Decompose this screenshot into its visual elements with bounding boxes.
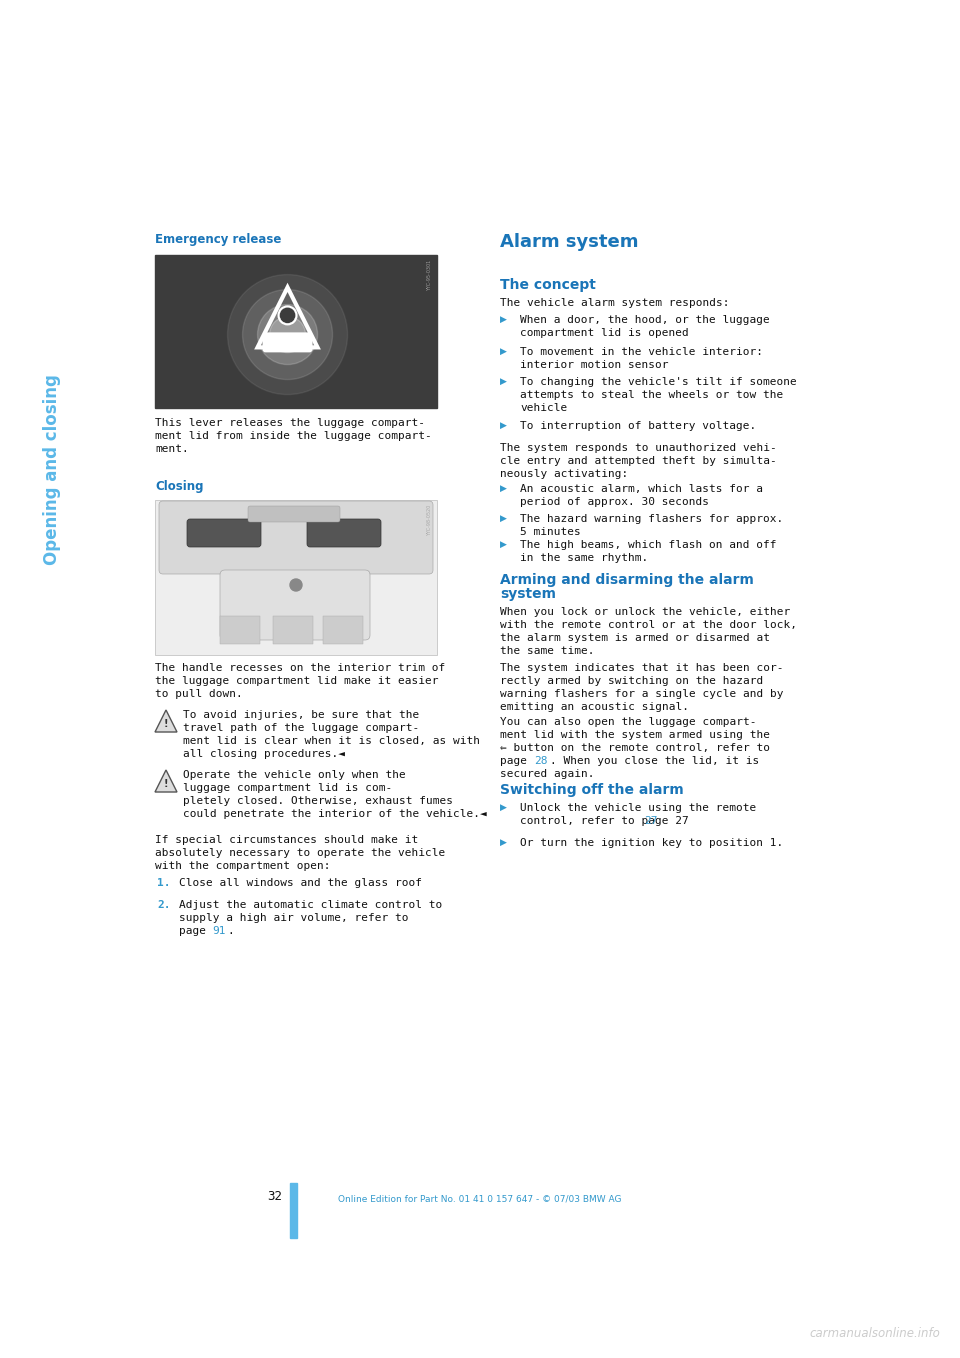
Text: ▶: ▶ (500, 540, 507, 549)
Text: with the compartment open:: with the compartment open: (155, 861, 330, 870)
Text: Close all windows and the glass roof: Close all windows and the glass roof (179, 879, 422, 888)
Text: pletely closed. Otherwise, exhaust fumes: pletely closed. Otherwise, exhaust fumes (183, 796, 453, 807)
Bar (155, 500, 437, 655)
Text: Opening and closing: Opening and closing (43, 375, 61, 565)
Text: If special circumstances should make it: If special circumstances should make it (155, 835, 419, 845)
Circle shape (228, 274, 348, 395)
Text: To changing the vehicle's tilt if someone
attempts to steal the wheels or tow th: To changing the vehicle's tilt if someon… (520, 378, 797, 413)
Text: The hazard warning flashers for approx.
5 minutes: The hazard warning flashers for approx. … (520, 513, 783, 536)
Circle shape (270, 316, 305, 353)
Polygon shape (155, 770, 177, 792)
Text: the luggage compartment lid make it easier: the luggage compartment lid make it easi… (155, 676, 439, 686)
Text: . When you close the lid, it is: . When you close the lid, it is (550, 756, 759, 766)
Text: ▶: ▶ (500, 421, 507, 430)
Text: cle entry and attempted theft by simulta-: cle entry and attempted theft by simulta… (500, 456, 777, 466)
Text: to pull down.: to pull down. (155, 689, 243, 699)
Text: absolutely necessary to operate the vehicle: absolutely necessary to operate the vehi… (155, 847, 445, 858)
Text: When you lock or unlock the vehicle, either: When you lock or unlock the vehicle, eit… (500, 607, 790, 617)
Text: ▶: ▶ (500, 315, 507, 325)
Circle shape (290, 579, 302, 591)
Text: !: ! (164, 778, 168, 789)
Text: neously activating:: neously activating: (500, 469, 628, 479)
Text: Unlock the vehicle using the remote
control, refer to page 27: Unlock the vehicle using the remote cont… (520, 803, 756, 826)
Text: 32: 32 (267, 1190, 282, 1203)
Text: warning flashers for a single cycle and by: warning flashers for a single cycle and … (500, 689, 783, 699)
FancyBboxPatch shape (307, 519, 381, 547)
Text: Switching off the alarm: Switching off the alarm (500, 784, 684, 797)
Circle shape (243, 289, 332, 379)
Text: ment lid with the system armed using the: ment lid with the system armed using the (500, 731, 770, 740)
Text: ▶: ▶ (500, 378, 507, 386)
Text: system: system (500, 587, 556, 602)
Text: could penetrate the interior of the vehicle.◄: could penetrate the interior of the vehi… (183, 809, 487, 819)
Text: .: . (227, 926, 233, 936)
Text: luggage compartment lid is com-: luggage compartment lid is com- (183, 784, 393, 793)
Text: page: page (500, 756, 534, 766)
Text: with the remote control or at the door lock,: with the remote control or at the door l… (500, 621, 797, 630)
FancyBboxPatch shape (159, 501, 433, 574)
Text: emitting an acoustic signal.: emitting an acoustic signal. (500, 702, 689, 712)
Text: the same time.: the same time. (500, 646, 594, 656)
Text: ▶: ▶ (500, 348, 507, 356)
Text: YYC-98-0520: YYC-98-0520 (427, 505, 432, 536)
Text: Alarm system: Alarm system (500, 234, 638, 251)
Text: 91: 91 (212, 926, 226, 936)
Polygon shape (155, 710, 177, 732)
Circle shape (280, 308, 295, 322)
Text: When a door, the hood, or the luggage
compartment lid is opened: When a door, the hood, or the luggage co… (520, 315, 770, 338)
Text: 1.: 1. (157, 879, 171, 888)
Bar (323, 617, 363, 644)
Text: Emergency release: Emergency release (155, 234, 281, 246)
FancyBboxPatch shape (187, 519, 261, 547)
Bar (220, 617, 260, 644)
Text: the alarm system is armed or disarmed at: the alarm system is armed or disarmed at (500, 633, 770, 642)
Text: The system responds to unauthorized vehi-: The system responds to unauthorized vehi… (500, 443, 777, 454)
Text: !: ! (164, 718, 168, 729)
Text: all closing procedures.◄: all closing procedures.◄ (183, 750, 345, 759)
Text: To movement in the vehicle interior:
interior motion sensor: To movement in the vehicle interior: int… (520, 348, 763, 369)
Text: 2.: 2. (157, 900, 171, 910)
Text: ment lid is clear when it is closed, as with: ment lid is clear when it is closed, as … (183, 736, 480, 746)
Text: ▶: ▶ (500, 513, 507, 523)
Text: The handle recesses on the interior trim of: The handle recesses on the interior trim… (155, 663, 445, 674)
Text: carmanualsonline.info: carmanualsonline.info (809, 1327, 940, 1340)
Text: To interruption of battery voltage.: To interruption of battery voltage. (520, 421, 756, 430)
Text: ▶: ▶ (500, 483, 507, 493)
FancyBboxPatch shape (262, 333, 313, 352)
Text: Adjust the automatic climate control to: Adjust the automatic climate control to (179, 900, 443, 910)
Text: To avoid injuries, be sure that the: To avoid injuries, be sure that the (183, 710, 420, 720)
Text: Closing: Closing (155, 479, 204, 493)
Text: ment lid from inside the luggage compart-: ment lid from inside the luggage compart… (155, 430, 432, 441)
Text: This lever releases the luggage compart-: This lever releases the luggage compart- (155, 418, 425, 428)
Text: An acoustic alarm, which lasts for a
period of approx. 30 seconds: An acoustic alarm, which lasts for a per… (520, 483, 763, 507)
Text: secured again.: secured again. (500, 769, 594, 779)
Text: travel path of the luggage compart-: travel path of the luggage compart- (183, 722, 420, 733)
Text: Operate the vehicle only when the: Operate the vehicle only when the (183, 770, 406, 779)
Text: Online Edition for Part No. 01 41 0 157 647 - © 07/03 BMW AG: Online Edition for Part No. 01 41 0 157 … (338, 1195, 622, 1205)
Text: ⇐ button on the remote control, refer to: ⇐ button on the remote control, refer to (500, 743, 770, 752)
Bar (273, 617, 313, 644)
Text: You can also open the luggage compart-: You can also open the luggage compart- (500, 717, 756, 727)
Text: 27: 27 (644, 816, 658, 826)
Text: ▶: ▶ (500, 803, 507, 812)
Bar (155, 255, 437, 407)
Text: Or turn the ignition key to position 1.: Or turn the ignition key to position 1. (520, 838, 783, 847)
Bar (290, 1183, 297, 1238)
Text: rectly armed by switching on the hazard: rectly armed by switching on the hazard (500, 676, 763, 686)
FancyBboxPatch shape (220, 570, 370, 640)
Text: ment.: ment. (155, 444, 189, 454)
Text: The high beams, which flash on and off
in the same rhythm.: The high beams, which flash on and off i… (520, 540, 777, 562)
Text: The vehicle alarm system responds:: The vehicle alarm system responds: (500, 297, 730, 308)
Text: The concept: The concept (500, 278, 596, 292)
FancyBboxPatch shape (248, 507, 340, 521)
Text: 28: 28 (534, 756, 547, 766)
Text: ▶: ▶ (500, 838, 507, 847)
Text: page: page (179, 926, 213, 936)
Text: The system indicates that it has been cor-: The system indicates that it has been co… (500, 663, 783, 674)
Text: YYC-95-0301: YYC-95-0301 (427, 259, 432, 291)
Text: supply a high air volume, refer to: supply a high air volume, refer to (179, 913, 409, 923)
Text: Arming and disarming the alarm: Arming and disarming the alarm (500, 573, 754, 587)
Circle shape (257, 304, 318, 364)
